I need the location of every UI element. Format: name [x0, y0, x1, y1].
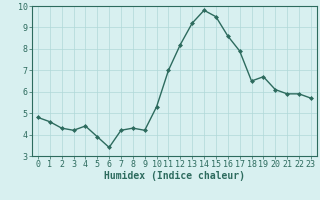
- X-axis label: Humidex (Indice chaleur): Humidex (Indice chaleur): [104, 171, 245, 181]
